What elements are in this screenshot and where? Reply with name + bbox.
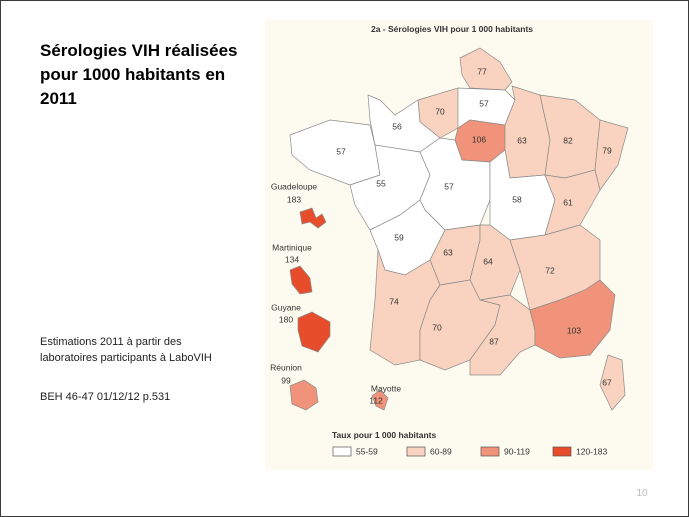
region <box>544 169 601 236</box>
overseas-region <box>371 389 389 411</box>
region-value: 55 <box>376 178 386 188</box>
region-value: 61 <box>563 197 573 207</box>
region-value: 70 <box>432 322 442 332</box>
region-value: 64 <box>483 256 493 266</box>
region-value: 57 <box>444 181 454 191</box>
region <box>469 294 536 376</box>
region <box>599 354 626 411</box>
region-value: 87 <box>489 336 499 346</box>
legend-title: Taux pour 1 000 habitants <box>332 430 437 440</box>
region-value: 57 <box>336 146 346 156</box>
region-value: 77 <box>477 66 487 76</box>
region <box>367 94 441 153</box>
overseas-region <box>297 311 331 353</box>
legend-swatch <box>406 446 426 457</box>
overseas-name: Martinique <box>272 242 312 252</box>
legend-label: 120-183 <box>576 446 607 456</box>
slide-title: Sérologies VIH réalisées <box>40 41 238 60</box>
region-value: 59 <box>394 232 404 242</box>
overseas-region <box>289 265 313 295</box>
slide-title: pour 1000 habitants en <box>40 65 225 84</box>
overseas-region <box>299 207 327 229</box>
overseas-name: Guyane <box>271 302 301 312</box>
region-value: 82 <box>563 135 573 145</box>
source: BEH 46-47 01/12/12 p.531 <box>40 391 170 403</box>
overseas-value: 180 <box>279 314 293 324</box>
overseas-value: 99 <box>281 375 291 385</box>
map-title: 2a - Sérologies VIH pour 1 000 habitants <box>371 24 533 34</box>
note: laboratoires participants à LaboVIH <box>40 352 212 364</box>
overseas-region <box>289 379 319 411</box>
note: Estimations 2011 à partir des <box>40 336 182 348</box>
legend-label: 60-89 <box>430 446 452 456</box>
region-value: 58 <box>512 194 522 204</box>
region <box>594 119 629 191</box>
region-value: 74 <box>389 296 399 306</box>
slide-title: 2011 <box>40 89 77 108</box>
overseas-value: 112 <box>369 395 383 405</box>
legend-label: 90-119 <box>504 446 530 456</box>
overseas-value: 134 <box>285 254 299 264</box>
legend-label: 55-59 <box>356 446 378 456</box>
region <box>419 137 491 231</box>
region-value: 67 <box>602 377 612 387</box>
region-value: 70 <box>435 106 445 116</box>
region-value: 63 <box>443 247 453 257</box>
overseas-name: Mayotte <box>371 383 402 393</box>
overseas-value: 183 <box>287 194 301 204</box>
region-value: 103 <box>567 325 581 335</box>
region-value: 57 <box>479 98 489 108</box>
legend-swatch <box>480 446 500 457</box>
region-value: 72 <box>545 265 555 275</box>
region-value: 79 <box>602 145 612 155</box>
region-value: 63 <box>517 135 527 145</box>
overseas-name: Réunion <box>270 362 302 372</box>
region <box>459 47 513 91</box>
region-value: 56 <box>392 121 402 131</box>
legend-swatch <box>332 446 352 457</box>
overseas-name: Guadeloupe <box>271 181 318 191</box>
region <box>529 279 616 359</box>
page-number: 10 <box>636 488 648 499</box>
region-value: 106 <box>472 134 486 144</box>
legend-swatch <box>552 446 572 457</box>
